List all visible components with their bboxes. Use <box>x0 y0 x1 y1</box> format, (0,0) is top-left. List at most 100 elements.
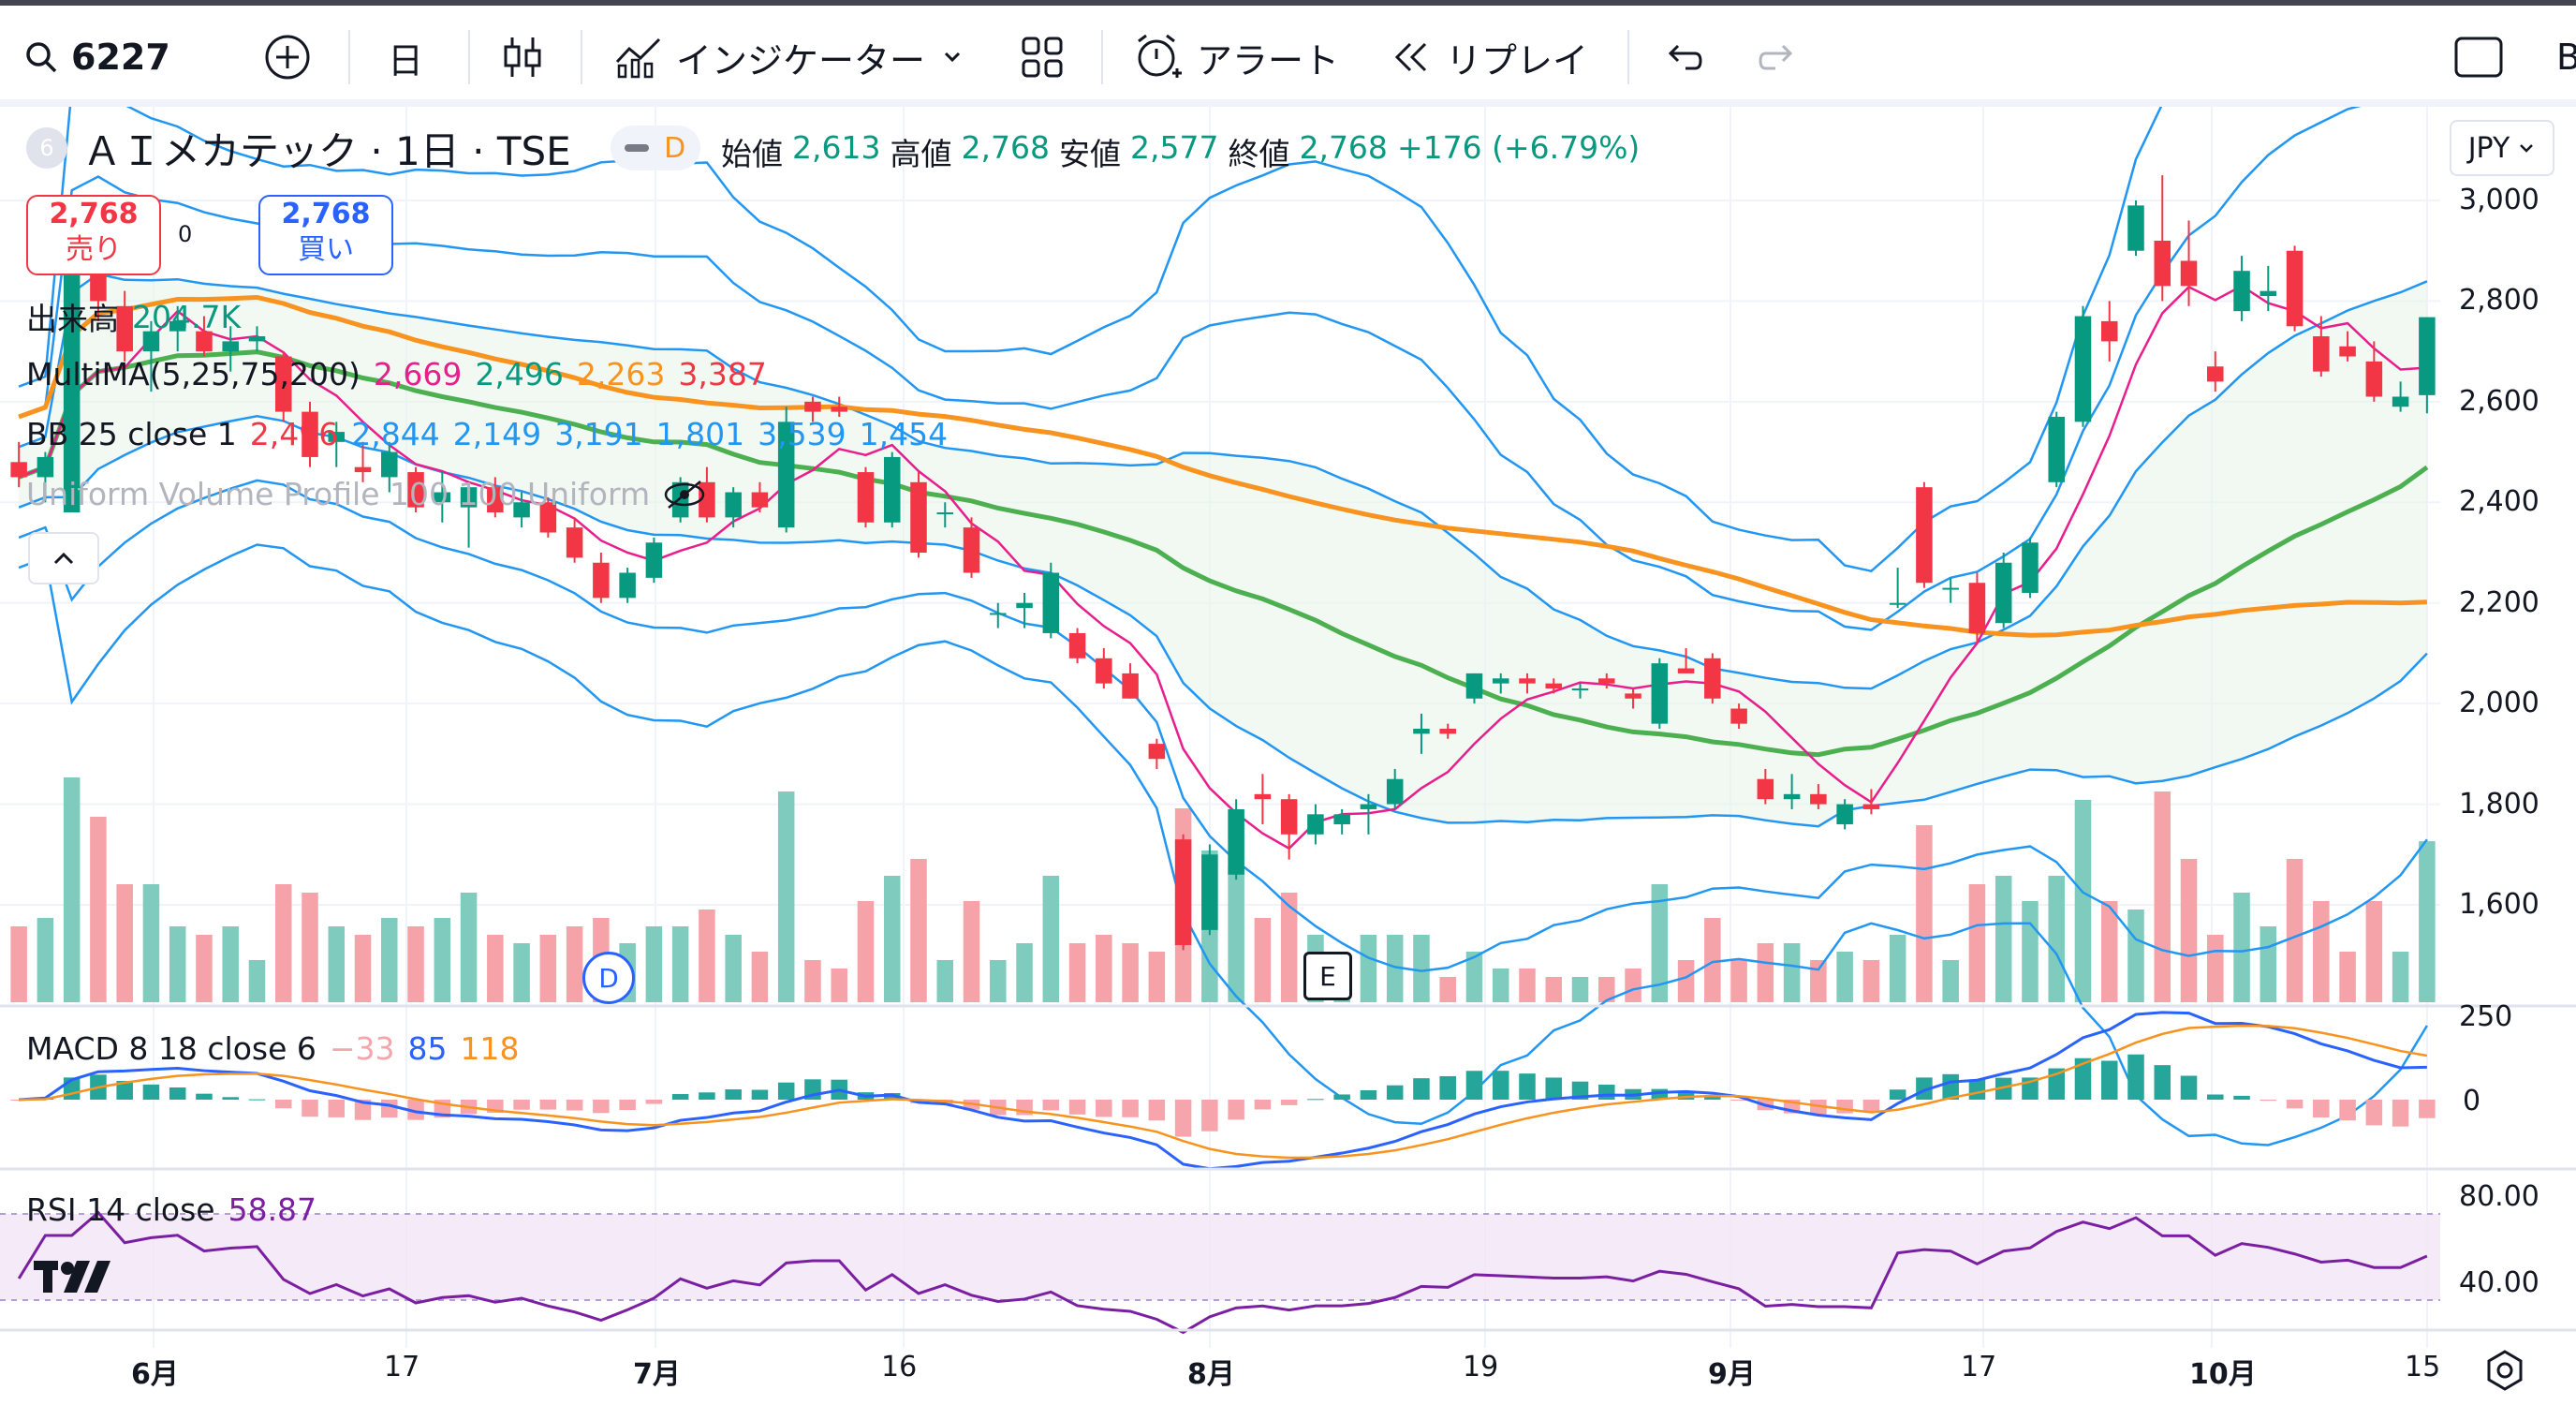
buy-button[interactable]: 2,768 買い <box>258 195 393 275</box>
candle-body <box>1757 778 1774 800</box>
volume-bar <box>274 884 292 1002</box>
ohlc-values: 始値 2,613 高値 2,768 安値 2,577 終値 2,768 +176 (+6… <box>721 129 1640 174</box>
volume-bar <box>2207 935 2224 1002</box>
chart-type-button[interactable] <box>502 24 543 90</box>
macd-histogram-bar <box>1360 1089 1377 1100</box>
market-status-pill[interactable]: D <box>610 126 700 170</box>
settings-gear-icon[interactable] <box>2483 1349 2526 1392</box>
macd-axis-250: 250 <box>2459 1000 2513 1033</box>
volume-bar <box>10 926 27 1002</box>
candle-body <box>936 512 954 515</box>
candle-body <box>645 542 663 578</box>
bb-legend-label: BB 25 close 1 <box>26 416 237 452</box>
macd-histogram-bar <box>222 1097 239 1100</box>
volume-bar <box>1042 876 1060 1002</box>
replay-button[interactable]: リプレイ <box>1391 24 1588 90</box>
candle-body <box>777 422 795 528</box>
indicators-button[interactable]: インジケーター <box>614 24 966 90</box>
candle-body <box>2339 346 2356 357</box>
interval-label: 日 <box>388 39 424 81</box>
symbol-search[interactable]: 6227 <box>24 24 170 90</box>
volume-bar <box>2180 859 2198 1002</box>
candle-body <box>460 487 478 508</box>
collapse-legend-button[interactable] <box>28 532 99 584</box>
chart-canvas[interactable] <box>0 107 2576 1405</box>
candle-body <box>196 331 213 352</box>
date-axis-label: 8月 <box>1187 1358 1235 1391</box>
tradingview-logo-icon[interactable] <box>34 1257 112 1298</box>
pane-separators <box>0 1004 2576 1332</box>
compare-symbol-button[interactable] <box>264 24 311 90</box>
volume-legend[interactable]: 出来高 204.7K <box>26 294 241 339</box>
macd-histogram-bar <box>2100 1060 2118 1100</box>
candle-body <box>248 336 266 342</box>
candle-body <box>1942 587 1959 590</box>
redo-button[interactable] <box>1757 24 1798 90</box>
macd-legend-label: MACD 8 18 close 6 <box>26 1030 316 1067</box>
volume-bar <box>460 893 478 1002</box>
macd-histogram-bar <box>1122 1100 1139 1117</box>
volume-bar <box>2339 952 2356 1002</box>
open-label: 始値 <box>721 136 783 172</box>
dividend-event-badge[interactable]: D <box>582 952 635 1004</box>
volume-bar <box>169 926 186 1002</box>
undo-icon <box>1668 44 1702 70</box>
macd-histogram-bar <box>2419 1100 2436 1118</box>
bollinger-band-lines <box>18 107 2428 1146</box>
interval-button[interactable]: 日 <box>388 24 423 90</box>
macd-histogram-bar <box>1333 1094 1350 1100</box>
rsi-legend[interactable]: RSI 14 close 58.87 <box>26 1191 316 1228</box>
undo-button[interactable] <box>1663 24 1704 90</box>
candle-body <box>1228 808 1244 875</box>
alert-button[interactable]: アラート <box>1133 24 1339 90</box>
macd-histogram-bar <box>2392 1100 2409 1127</box>
macd-histogram-bar <box>2365 1100 2383 1126</box>
buy-label: 買い <box>298 233 354 266</box>
candle-body <box>963 527 980 573</box>
layouts-button[interactable] <box>1021 24 1064 90</box>
bb-legend[interactable]: BB 25 close 1 2,496 2,844 2,149 3,191 1,… <box>26 416 948 452</box>
bb-lower-band-line <box>18 543 2428 1146</box>
fullscreen-button[interactable] <box>2453 24 2504 90</box>
macd-histogram-bar <box>1862 1100 1880 1112</box>
bb-upper-band-line <box>18 273 2428 690</box>
volume-bar <box>831 969 847 1002</box>
macd-histogram-bar <box>274 1100 292 1109</box>
macd-histogram-bar <box>2260 1100 2277 1102</box>
date-axis-label: 16 <box>881 1351 918 1383</box>
buy-price: 2,768 <box>281 198 371 230</box>
volume-bar <box>1862 960 1880 1002</box>
multima-legend[interactable]: MultiMA(5,25,75,200) 2,669 2,496 2,263 3… <box>26 356 767 392</box>
candle-body <box>1704 658 1721 699</box>
volume-bar <box>883 876 901 1002</box>
symbol-title[interactable]: ＡＩメカテック · 1日 · TSE <box>82 127 571 174</box>
toolbar-right-partial[interactable]: B <box>2556 24 2576 90</box>
volume-bars <box>10 777 2436 1002</box>
macd-histogram-bar <box>1519 1073 1536 1100</box>
status-dash-icon <box>625 144 650 152</box>
date-axis-label: 17 <box>1961 1351 1997 1383</box>
candle-body <box>990 613 1007 615</box>
chevron-down-icon <box>944 52 961 63</box>
candle-body <box>804 401 821 412</box>
volume-profile-legend[interactable]: Uniform Volume Profile 100 100 Uniform <box>26 476 706 512</box>
earnings-event-badge[interactable]: E <box>1303 952 1352 1000</box>
sell-button[interactable]: 2,768 売り <box>26 195 161 275</box>
macd-histogram-bar <box>1995 1077 2012 1100</box>
macd-legend[interactable]: MACD 8 18 close 6 −33 85 118 <box>26 1030 520 1067</box>
bb-upper1-value: 2,844 <box>351 416 440 452</box>
macd-histogram-bar <box>169 1087 186 1100</box>
candle-body <box>831 407 847 412</box>
currency-selector[interactable]: JPY <box>2450 120 2554 176</box>
volume-bar <box>116 884 133 1002</box>
symbol-logo: 6 <box>26 127 67 169</box>
date-axis-label: 17 <box>384 1351 420 1383</box>
macd-histogram-bar <box>1889 1089 1906 1100</box>
high-value: 2,768 <box>961 129 1050 166</box>
volume-legend-value: 204.7K <box>132 298 242 335</box>
volume-bar <box>2392 952 2409 1002</box>
volume-bar <box>2154 791 2171 1002</box>
macd-histogram-bar <box>1228 1100 1244 1120</box>
hidden-eye-icon[interactable] <box>663 478 706 511</box>
macd-histogram-bar <box>1096 1100 1112 1117</box>
